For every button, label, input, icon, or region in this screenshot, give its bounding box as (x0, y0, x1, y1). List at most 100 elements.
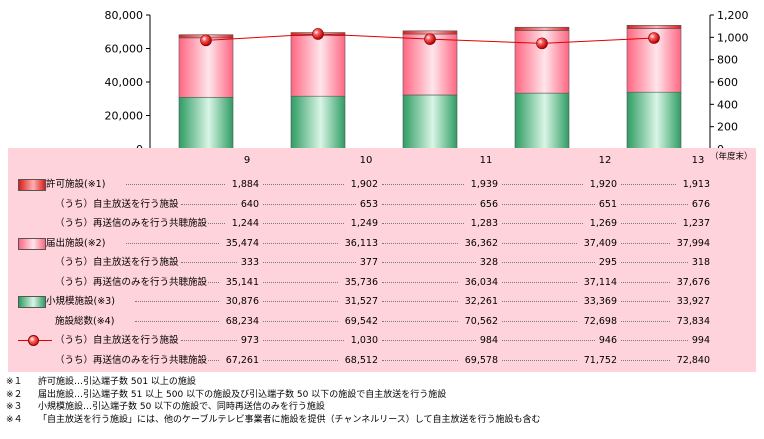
left-axis-tick-label: 40,000 (105, 76, 144, 89)
row-label: 届出施設(※2) (46, 237, 106, 249)
row-value: 973 (240, 335, 259, 346)
row-label: 小規模施設(※3) (46, 296, 115, 307)
leader-dots (208, 223, 225, 224)
table-header-row: 9 10 11 12 13 （年度末） (8, 148, 756, 167)
row-value: 1,283 (470, 218, 498, 229)
leader-dots (502, 262, 596, 263)
leader-dots (502, 320, 577, 322)
row-value: 295 (598, 257, 617, 268)
leader-dots (134, 301, 219, 302)
row-value: 33,369 (583, 296, 617, 307)
left-axis-tick-label: 80,000 (105, 9, 144, 22)
leader-dots (621, 184, 676, 185)
right-axis-tick-label: 200 (717, 121, 738, 134)
leader-dots (621, 203, 689, 205)
table-row: 許可施設(※1) 1,884 1,902 1,939 1,920 1,913 (8, 175, 756, 194)
row-value: 377 (359, 257, 378, 268)
leader-dots (621, 301, 670, 302)
row-value: 1,884 (231, 179, 259, 190)
row-label: 施設総数(※4) (55, 315, 115, 327)
bar-segment-small-scale (290, 95, 346, 150)
leader-dots (382, 301, 458, 302)
row-value: 651 (598, 198, 617, 210)
leader-dots (382, 184, 464, 185)
table-row: 小規模施設(※3) 30,876 31,527 32,261 33,369 33,927 (8, 292, 756, 311)
row-value: 72,698 (583, 315, 617, 327)
bar-segment-licensed (626, 25, 682, 29)
row-value: 35,736 (344, 276, 378, 288)
row-label: （うち）自主放送を行う施設 (55, 257, 179, 268)
right-axis-tick-label: 1,200 (717, 9, 749, 22)
line-point (536, 37, 548, 50)
row-value: 333 (240, 257, 259, 268)
leader-dots (621, 223, 676, 224)
row-value: 68,512 (344, 354, 378, 366)
row-value: 1,939 (470, 179, 498, 190)
table-header-year: 13 (691, 155, 705, 166)
right-axis-tick-label: 1,000 (717, 31, 749, 44)
leader-dots (502, 359, 577, 361)
footnote-mark: ※３ (6, 402, 23, 412)
leader-dots (382, 242, 458, 244)
leader-dots (382, 223, 464, 224)
leader-dots (502, 242, 577, 244)
leader-dots (125, 184, 225, 185)
table-header-year: 9 (243, 155, 251, 166)
leader-dots (263, 242, 338, 244)
row-value: 36,362 (464, 237, 498, 249)
row-label: （うち）自主放送を行う施設 (55, 198, 179, 210)
row-value: 1,249 (350, 218, 378, 229)
row-value: 984 (479, 335, 498, 346)
table-header-suffix: （年度末） (710, 152, 753, 162)
legend-swatch-green (18, 296, 46, 308)
bar-segment-notified (290, 35, 346, 97)
row-label: （うち）再送信のみを行う共聴施設 (55, 218, 208, 229)
row-value: 33,927 (676, 296, 710, 307)
row-label: （うち）自主放送を行う施設 (55, 335, 179, 346)
leader-dots (382, 340, 477, 341)
leader-dots (621, 340, 689, 341)
footnote-text: 「自主放送を行う施設」には、他のケーブルテレビ事業者に施設を提供（チャンネルリー… (38, 414, 541, 425)
leader-dots (621, 281, 670, 283)
row-value: 70,562 (464, 315, 498, 327)
table-row: （うち）自主放送を行う施設 973 1,030 984 946 994 (8, 331, 756, 350)
leader-dots (382, 320, 458, 322)
leader-dots (382, 262, 477, 263)
leader-dots (180, 262, 238, 263)
row-value: 36,113 (344, 237, 378, 249)
row-value: 71,752 (583, 354, 617, 366)
footnote-text: 小規模施設…引込端子数 50 以下の施設で、同時再送信のみを行う施設 (38, 402, 325, 412)
row-value: 1,244 (231, 218, 259, 229)
row-value: 653 (359, 198, 378, 210)
table-row: 届出施設(※2) 35,474 36,113 36,362 37,409 37,994 (8, 234, 756, 253)
footnote-mark: ※２ (6, 389, 23, 400)
leader-dots (125, 242, 219, 244)
footnote-text: 許可施設…引込端子数 501 以上の施設 (38, 377, 196, 387)
table-row: （うち）自主放送を行う施設 640 653 656 651 676 (8, 195, 756, 214)
bar-segment-notified (178, 37, 234, 98)
line-point (312, 28, 324, 40)
row-label: （うち）再送信のみを行う共聴施設 (55, 276, 208, 288)
leader-dots (263, 184, 344, 185)
right-axis-tick-label: 400 (717, 98, 738, 111)
row-value: 31,527 (344, 296, 378, 307)
leader-dots (621, 262, 689, 263)
row-value: 1,920 (589, 179, 617, 190)
row-value: 69,578 (464, 354, 498, 366)
left-axis-tick-label: 60,000 (105, 43, 144, 56)
row-value: 68,234 (225, 315, 259, 327)
leader-dots (621, 242, 670, 244)
leader-dots (502, 223, 583, 224)
row-value: 37,676 (676, 276, 710, 288)
row-value: 318 (691, 257, 710, 268)
bar-segment-small-scale (402, 94, 458, 150)
row-value: 1,902 (350, 179, 378, 190)
row-value: 1,913 (682, 179, 710, 190)
leader-dots (180, 203, 238, 205)
table-row: 施設総数(※4) 68,234 69,542 70,562 72,698 73,834 (8, 312, 756, 331)
right-axis-tick-label: 600 (717, 76, 738, 89)
right-axis-tick-label: 0 (717, 143, 724, 150)
leader-dots (621, 320, 670, 322)
line-point (424, 33, 436, 45)
leader-dots (263, 262, 357, 263)
